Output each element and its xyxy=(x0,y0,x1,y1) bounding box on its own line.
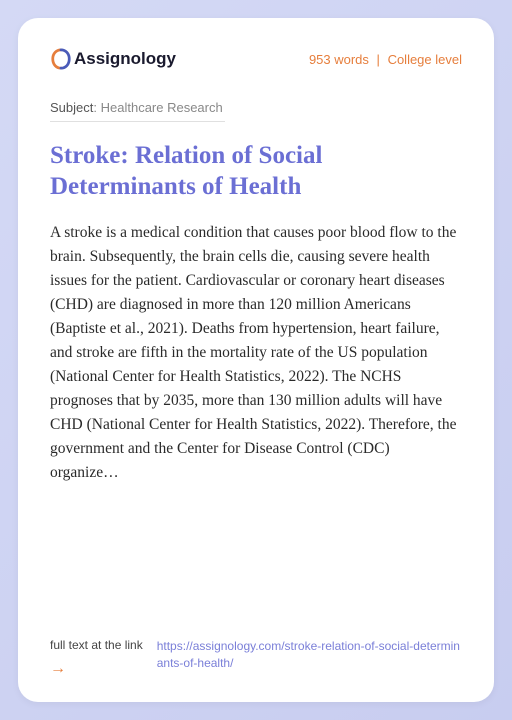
full-text-link[interactable]: https://assignology.com/stroke-relation-… xyxy=(157,638,462,672)
card-header: Assignology 953 words | College level xyxy=(50,48,462,70)
footer-label: full text at the link xyxy=(50,638,143,652)
article-title: Stroke: Relation of Social Determinants … xyxy=(50,140,462,203)
article-body: A stroke is a medical condition that cau… xyxy=(50,221,462,623)
arrow-icon: → xyxy=(50,660,143,678)
subject-line: Subject: Healthcare Research xyxy=(50,100,462,115)
word-count: 953 words xyxy=(309,52,369,67)
level-badge: College level xyxy=(388,52,462,67)
subject-divider xyxy=(50,121,225,122)
footer-left: full text at the link → xyxy=(50,638,143,678)
logo: Assignology xyxy=(50,48,176,70)
content-card: Assignology 953 words | College level Su… xyxy=(18,18,494,702)
meta-divider: | xyxy=(377,52,380,67)
logo-icon xyxy=(50,48,72,70)
card-footer: full text at the link → https://assignol… xyxy=(50,638,462,678)
subject-colon: : xyxy=(93,100,100,115)
logo-text: Assignology xyxy=(74,49,176,69)
meta-info: 953 words | College level xyxy=(309,52,462,67)
subject-value: Healthcare Research xyxy=(101,100,223,115)
subject-label: Subject xyxy=(50,100,93,115)
